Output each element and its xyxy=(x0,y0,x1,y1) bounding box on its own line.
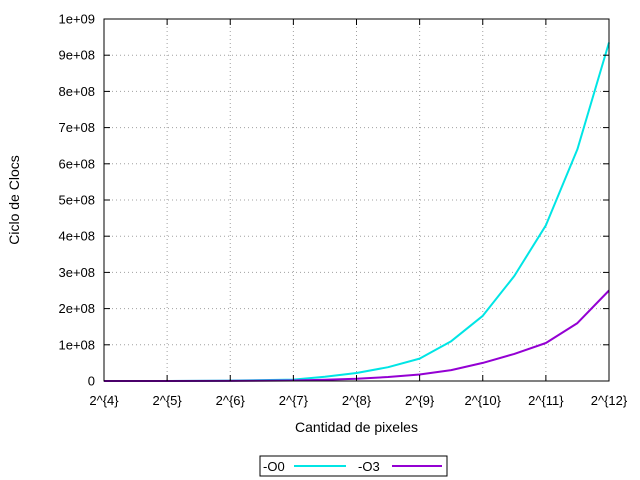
grid xyxy=(104,19,609,381)
x-tick-label: 2^{9} xyxy=(405,393,435,408)
y-tick-label: 2e+08 xyxy=(58,301,95,316)
y-tick-label: 0 xyxy=(88,374,95,389)
x-tick-label: 2^{4} xyxy=(89,393,119,408)
y-tick-label: 1e+09 xyxy=(58,12,95,27)
y-tick-label: 9e+08 xyxy=(58,48,95,63)
y-tick-label: 1e+08 xyxy=(58,337,95,352)
y-tick-label: 3e+08 xyxy=(58,265,95,280)
legend: -O0 -O3 xyxy=(259,455,448,477)
ticks xyxy=(103,18,610,382)
legend-label: -O3 xyxy=(358,459,380,474)
y-tick-label: 4e+08 xyxy=(58,229,95,244)
y-axis-title: Ciclo de Clocs xyxy=(6,155,22,244)
y-tick-label: 6e+08 xyxy=(58,156,95,171)
y-tick-label: 5e+08 xyxy=(58,193,95,208)
x-tick-label: 2^{12} xyxy=(591,393,628,408)
y-tick-label: 7e+08 xyxy=(58,120,95,135)
x-tick-label: 2^{6} xyxy=(216,393,246,408)
x-tick-label: 2^{11} xyxy=(528,393,564,408)
legend-box xyxy=(259,455,448,477)
x-tick-label: 2^{5} xyxy=(153,393,183,408)
x-tick-label: 2^{7} xyxy=(279,393,309,408)
legend-label: -O0 xyxy=(263,459,285,474)
x-tick-label: 2^{8} xyxy=(342,393,372,408)
x-tick-label: 2^{10} xyxy=(465,393,502,408)
x-axis-title: Cantidad de pixeles xyxy=(295,419,418,435)
y-tick-label: 8e+08 xyxy=(58,84,95,99)
tick-labels: 0 1e+08 2e+08 3e+08 4e+08 5e+08 6e+08 7e+08 8e+0… xyxy=(58,12,627,409)
